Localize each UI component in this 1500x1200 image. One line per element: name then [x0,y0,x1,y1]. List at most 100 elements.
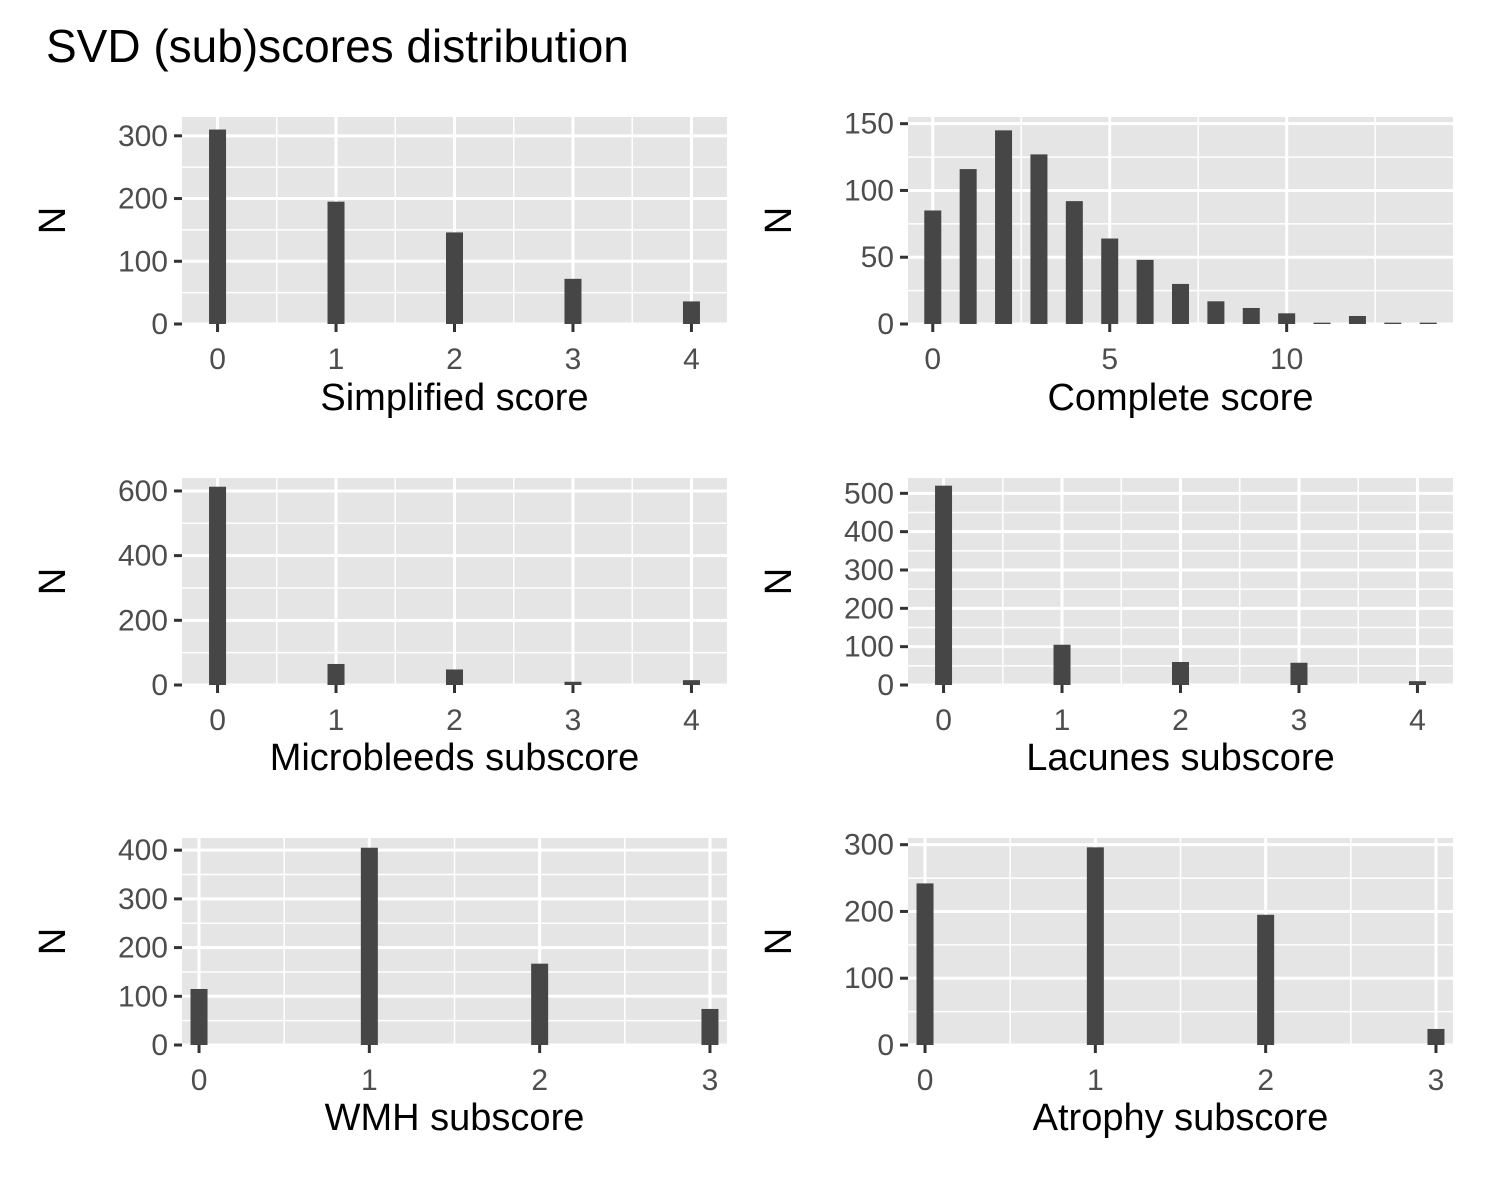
panel-lacunes: 0 100 200 300 400 500 0 1 2 3 4 Lacunes subscore N [758,477,1453,779]
y-tick-label: 100 [118,980,168,1013]
bar [995,130,1013,324]
bars [916,847,1445,1045]
x-tick-label: 0 [209,704,226,737]
bar [190,988,208,1045]
bars [209,486,700,685]
x-tick-label: 4 [683,343,700,376]
gridlines [908,838,1453,1047]
y-tick-label: 0 [877,308,894,341]
bar [1065,201,1083,324]
bar [682,680,700,685]
x-tick-label: 3 [1291,704,1308,737]
y-tick-label: 100 [844,962,894,995]
y-tick-label: 200 [118,604,168,637]
bar [1172,283,1189,324]
y-tick-label: 150 [844,108,894,141]
y-tick-label: 300 [844,554,894,587]
y-tick-label: 400 [118,834,168,867]
y-axis-title: N [758,928,800,955]
bar [916,883,934,1045]
y-tick-label: 300 [118,883,168,916]
y-tick-label: 300 [118,120,168,153]
x-axis-title: Simplified score [320,377,588,419]
bar [1053,644,1071,685]
y-axis-title: N [32,568,74,595]
x-axis: 0 1 2 3 4 [209,324,700,376]
bar [1242,307,1260,324]
bar [1278,313,1296,324]
x-tick-label: 0 [917,1064,934,1097]
x-tick-label: 4 [683,704,700,737]
x-tick-label: 1 [361,1064,378,1097]
y-tick-label: 100 [118,245,168,278]
x-tick-label: 3 [565,343,582,376]
x-tick-label: 5 [1101,343,1118,376]
x-tick-label: 3 [565,704,582,737]
bar [564,278,582,324]
bar [1101,238,1119,324]
y-tick-label: 600 [118,475,168,508]
bar [682,301,700,324]
bar [1408,681,1426,685]
bar [446,232,463,324]
x-tick-label: 1 [328,343,345,376]
bar [327,663,345,685]
y-axis-title: N [758,207,800,234]
panel-microbleeds: 0 200 400 600 0 1 2 3 4 Microbleeds subscore N [32,475,727,779]
x-axis-title: WMH subscore [325,1097,585,1139]
y-tick-label: 300 [844,829,894,862]
x-axis: 0 1 2 3 4 [935,685,1426,737]
x-tick-label: 2 [446,343,463,376]
bar [701,1008,719,1045]
bar [360,847,378,1045]
y-axis: 0 100 200 300 400 500 [844,477,908,702]
x-tick-label: 4 [1409,704,1426,737]
bar [1030,154,1048,324]
x-tick-label: 2 [1172,704,1189,737]
bars [209,129,700,324]
x-axis-title: Atrophy subscore [1033,1097,1329,1139]
panel-wmh: 0 100 200 300 400 0 1 2 3 WMH subscore N [32,834,727,1139]
y-axis-title: N [758,568,800,595]
bar [1427,1028,1445,1045]
bar [446,669,463,685]
x-tick-label: 2 [446,704,463,737]
y-tick-label: 100 [844,174,894,207]
y-tick-label: 0 [877,669,894,702]
x-tick-label: 3 [1428,1064,1445,1097]
x-axis: 0 1 2 3 4 [209,685,700,737]
bar [209,486,227,685]
bar [1348,315,1366,324]
x-axis-title: Microbleeds subscore [270,737,640,779]
bar [935,485,953,685]
bars [935,485,1426,685]
bar [959,169,977,324]
bar [327,201,345,324]
x-tick-label: 2 [531,1064,548,1097]
x-tick-label: 1 [1054,704,1071,737]
panel-simplified: 0 100 200 300 0 1 2 3 4 Simplified score N [32,117,727,419]
panel-atrophy: 0 100 200 300 0 1 2 3 Atrophy subscore N [758,829,1453,1139]
y-axis-title: N [32,207,74,234]
y-tick-label: 200 [118,183,168,216]
x-axis: 0 1 2 3 [191,1045,719,1097]
x-tick-label: 1 [1087,1064,1104,1097]
y-tick-label: 200 [844,592,894,625]
bar [1257,914,1275,1045]
bar [1207,301,1225,324]
y-axis: 0 100 200 300 [844,829,908,1062]
y-tick-label: 100 [844,631,894,664]
x-tick-label: 3 [702,1064,719,1097]
y-axis: 0 50 100 150 [844,108,908,341]
x-tick-label: 0 [935,704,952,737]
y-axis-title: N [32,928,74,955]
bar [531,963,549,1045]
x-axis-title: Complete score [1047,377,1313,419]
y-tick-label: 500 [844,477,894,510]
bar [1172,662,1189,685]
x-tick-label: 0 [209,343,226,376]
bar [924,210,942,324]
